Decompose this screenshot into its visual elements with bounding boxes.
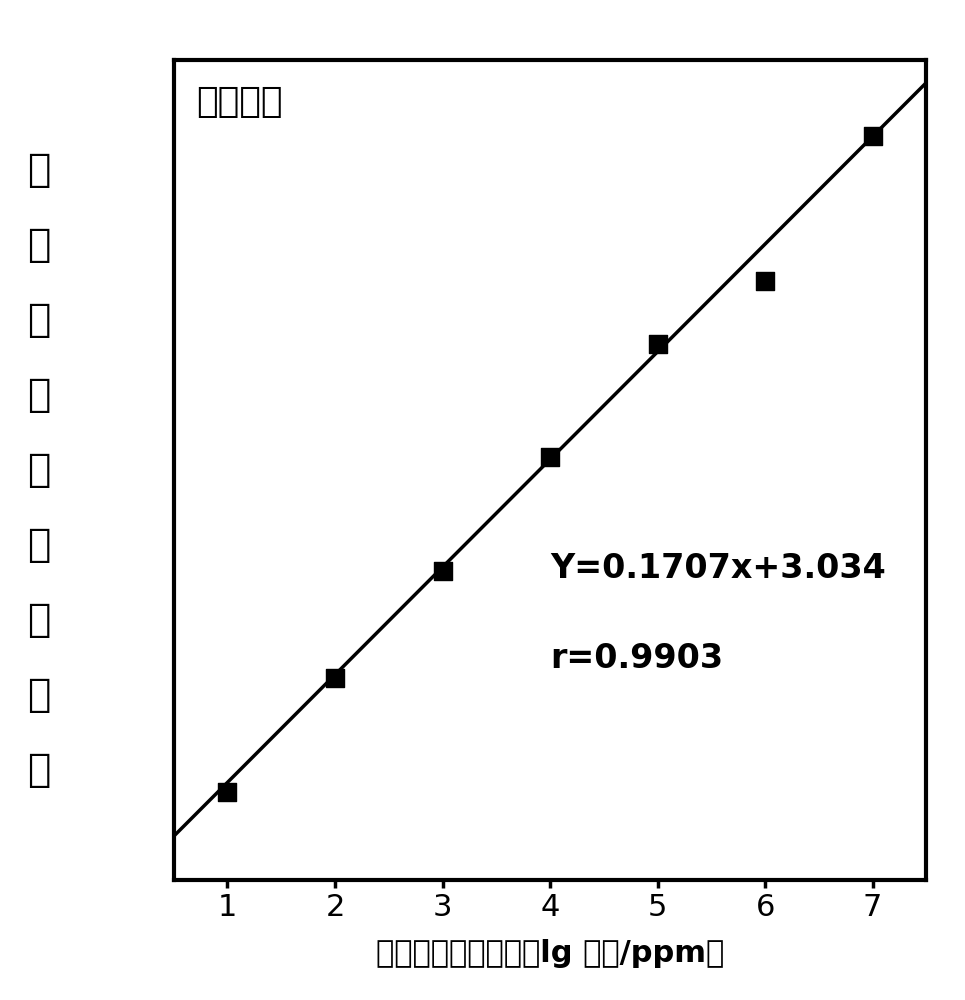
Text: 数: 数 bbox=[27, 751, 50, 789]
Text: 特: 特 bbox=[27, 301, 50, 339]
Text: 强: 强 bbox=[27, 526, 50, 564]
Point bbox=[220, 784, 235, 800]
Text: 度: 度 bbox=[27, 601, 50, 639]
Text: Y=0.1707x+3.034: Y=0.1707x+3.034 bbox=[550, 552, 886, 585]
Text: 对: 对 bbox=[27, 676, 50, 714]
Point bbox=[542, 449, 558, 465]
Text: 拉: 拉 bbox=[27, 151, 50, 189]
Point bbox=[327, 670, 343, 686]
Text: 曼: 曼 bbox=[27, 226, 50, 264]
Point bbox=[435, 563, 451, 579]
X-axis label: 呋喃唑酮浓度对数（lg 浓度/ppm）: 呋喃唑酮浓度对数（lg 浓度/ppm） bbox=[376, 939, 724, 968]
Text: 峰: 峰 bbox=[27, 451, 50, 489]
Text: r=0.9903: r=0.9903 bbox=[550, 642, 723, 675]
Text: 征: 征 bbox=[27, 376, 50, 414]
Point bbox=[758, 273, 773, 289]
Point bbox=[865, 128, 880, 144]
Text: 呋喃唑酮: 呋喃唑酮 bbox=[196, 85, 283, 119]
Point bbox=[649, 336, 665, 352]
